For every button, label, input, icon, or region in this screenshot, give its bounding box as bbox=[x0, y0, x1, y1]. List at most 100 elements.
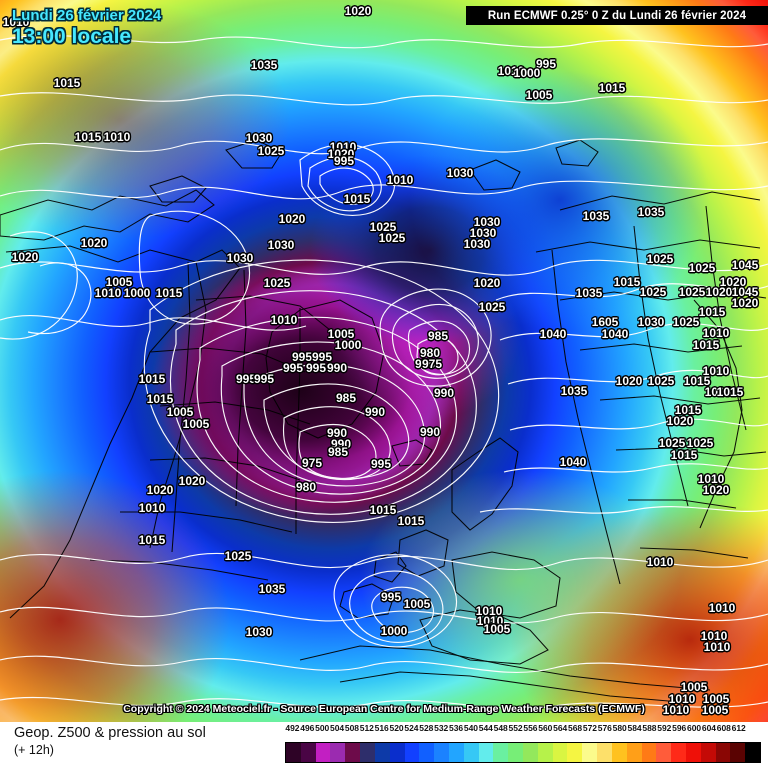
isobar-label: 1010 bbox=[497, 64, 525, 78]
product-title: Geop. Z500 & pression au sol bbox=[14, 725, 206, 741]
isobar-label: 1025 bbox=[704, 385, 732, 399]
colorbar-swatch[interactable] bbox=[315, 743, 331, 762]
isobar-label: 1010 bbox=[703, 640, 731, 654]
colorbar-swatch[interactable] bbox=[493, 743, 509, 762]
isobar-label: 1020 bbox=[80, 236, 108, 250]
colorbar-swatch[interactable] bbox=[300, 743, 316, 762]
isobar-label: 1025 bbox=[257, 144, 285, 158]
colorbar-swatch[interactable] bbox=[537, 743, 553, 762]
colorbar-swatch[interactable] bbox=[700, 743, 716, 762]
colorbar-swatch[interactable] bbox=[478, 743, 494, 762]
isobar-label: 995 bbox=[235, 372, 257, 386]
colorbar-tick: 528 bbox=[419, 723, 434, 733]
colorbar-swatch[interactable] bbox=[715, 743, 731, 762]
isobar-label: 1010 bbox=[646, 555, 674, 569]
colorbar-swatch[interactable] bbox=[671, 743, 686, 762]
isobar-label: 990 bbox=[326, 361, 348, 375]
colorbar-swatch[interactable] bbox=[404, 743, 420, 762]
isobar-label: 1045 bbox=[731, 285, 759, 299]
isobar-label: 1015 bbox=[397, 514, 425, 528]
colorbar-swatch[interactable] bbox=[656, 743, 672, 762]
isobar-label: 1025 bbox=[263, 276, 291, 290]
colorbar-swatch[interactable] bbox=[626, 743, 642, 762]
product-title-block: Geop. Z500 & pression au sol (+ 12h) bbox=[14, 725, 206, 757]
isobar-label: 1020 bbox=[278, 212, 306, 226]
isobar-label: 1020 bbox=[178, 474, 206, 488]
mslp-isobars bbox=[0, 34, 768, 710]
isobar-label: 1010 bbox=[94, 286, 122, 300]
colorbar-tick: 508 bbox=[344, 723, 360, 733]
isobar-label: 1010 bbox=[2, 15, 30, 29]
colorbar-swatch[interactable] bbox=[448, 743, 464, 762]
colorbar-swatch[interactable] bbox=[360, 743, 375, 762]
isobar-label: 990 bbox=[433, 386, 455, 400]
colorbar-tick: 580 bbox=[612, 723, 627, 733]
forecast-datetime-stamp: Lundi 26 février 2024 13:00 locale bbox=[12, 8, 161, 48]
colorbar-swatch[interactable] bbox=[434, 743, 449, 762]
isobar-label: 980 bbox=[419, 346, 441, 360]
colorbar-swatch[interactable] bbox=[611, 743, 627, 762]
colorbar-swatch[interactable] bbox=[286, 743, 301, 762]
isobar-label: 1010 bbox=[475, 604, 503, 618]
colorbar-swatch[interactable] bbox=[552, 743, 568, 762]
isobar-label: 1010 bbox=[708, 601, 736, 615]
isobar-label: 1015 bbox=[343, 192, 371, 206]
colorbar-swatch[interactable] bbox=[330, 743, 346, 762]
isobar-label: 995 bbox=[370, 457, 392, 471]
isobar-label: 1035 bbox=[258, 582, 286, 596]
colorbar-tick: 532 bbox=[434, 723, 449, 733]
isobar-label: 1030 bbox=[267, 238, 295, 252]
colorbar-swatch[interactable] bbox=[730, 743, 746, 762]
copyright-line: Copyright © 2024 Meteociel.fr - Source E… bbox=[0, 699, 768, 717]
isobar-label: 1035 bbox=[582, 209, 610, 223]
isobar-label: 1005 bbox=[182, 417, 210, 431]
colorbar-tick: 496 bbox=[300, 723, 315, 733]
colorbar-swatch[interactable] bbox=[685, 743, 701, 762]
map-svg bbox=[0, 0, 768, 722]
colorbar-swatch[interactable] bbox=[567, 743, 583, 762]
colorbar-tick: 536 bbox=[448, 723, 464, 733]
isobar-label: 995 bbox=[282, 361, 304, 375]
isobar-label: 1020 bbox=[327, 147, 355, 161]
colorbar[interactable]: 492 496 500 504 508 512 516 520 524 528 532 536 540 5… bbox=[285, 723, 761, 765]
isobar-label: 1045 bbox=[731, 258, 759, 272]
product-lead-time: (+ 12h) bbox=[14, 742, 54, 757]
colorbar-tick: 548 bbox=[493, 723, 508, 733]
colorbar-swatch[interactable] bbox=[389, 743, 405, 762]
colorbar-tick: 564 bbox=[553, 723, 568, 733]
isobar-label: 1015 bbox=[716, 385, 744, 399]
colorbar-swatch[interactable] bbox=[508, 743, 523, 762]
isobar-label: 975 bbox=[301, 456, 323, 470]
isobar-label: 1015 bbox=[670, 448, 698, 462]
colorbar-swatch[interactable] bbox=[523, 743, 538, 762]
colorbar-swatches[interactable] bbox=[285, 742, 761, 763]
isobar-label: 995 bbox=[291, 350, 313, 364]
isobar-label: 1010 bbox=[386, 173, 414, 187]
isobar-label: 1025 bbox=[224, 549, 252, 563]
colorbar-swatch[interactable] bbox=[641, 743, 657, 762]
colorbar-tick: 544 bbox=[478, 723, 493, 733]
forecast-time-line: 13:00 locale bbox=[12, 24, 132, 48]
isobar-label: 1000 bbox=[334, 338, 362, 352]
isobar-label: 1010 bbox=[702, 326, 730, 340]
colorbar-swatch[interactable] bbox=[345, 743, 361, 762]
isobar-label: 1015 bbox=[74, 130, 102, 144]
model-run-label: Run ECMWF 0.25° 0 Z du Lundi 26 février … bbox=[487, 9, 747, 22]
isobar-label: 1010 bbox=[270, 313, 298, 327]
colorbar-swatch[interactable] bbox=[463, 743, 479, 762]
isobar-label: 1005 bbox=[327, 327, 355, 341]
isobar-label: 1025 bbox=[369, 220, 397, 234]
isobar-label: 995 bbox=[311, 350, 333, 364]
map-canvas[interactable]: Lundi 26 février 2024 13:00 locale Run E… bbox=[0, 0, 768, 722]
colorbar-swatch[interactable] bbox=[419, 743, 435, 762]
colorbar-swatch[interactable] bbox=[374, 743, 390, 762]
isobar-label: 980 bbox=[295, 480, 317, 494]
isobar-label: 1015 bbox=[692, 338, 720, 352]
isobar-label: 1030 bbox=[469, 226, 497, 240]
isobar-label: 1030 bbox=[463, 237, 491, 251]
colorbar-swatch[interactable] bbox=[597, 743, 612, 762]
colorbar-swatch[interactable] bbox=[582, 743, 598, 762]
isobar-label: 1025 bbox=[639, 285, 667, 299]
colorbar-swatch[interactable] bbox=[745, 743, 760, 762]
